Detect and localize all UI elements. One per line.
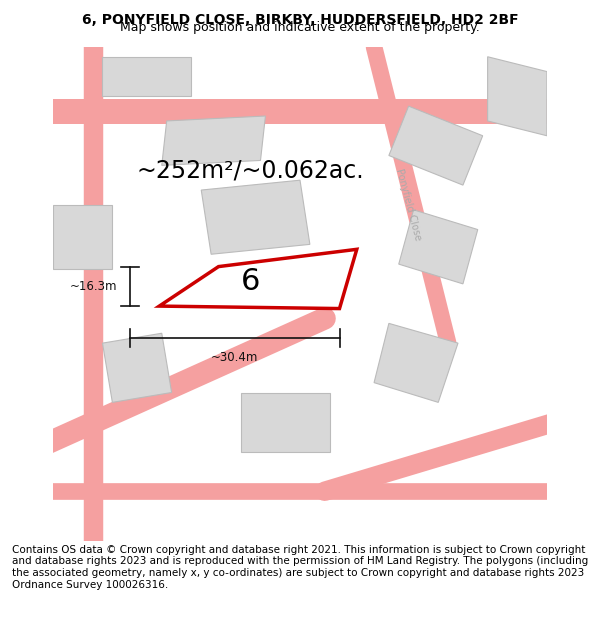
- Text: ~252m²/~0.062ac.: ~252m²/~0.062ac.: [137, 158, 364, 182]
- Text: Contains OS data © Crown copyright and database right 2021. This information is : Contains OS data © Crown copyright and d…: [12, 545, 588, 589]
- Polygon shape: [103, 57, 191, 96]
- Polygon shape: [53, 205, 112, 269]
- Polygon shape: [241, 392, 329, 452]
- Text: Map shows position and indicative extent of the property.: Map shows position and indicative extent…: [120, 21, 480, 34]
- Polygon shape: [159, 249, 357, 309]
- Text: Ponyfield Close: Ponyfield Close: [394, 168, 423, 242]
- Text: 6: 6: [241, 267, 260, 296]
- Text: ~16.3m: ~16.3m: [70, 280, 118, 293]
- Polygon shape: [103, 333, 172, 402]
- Polygon shape: [399, 210, 478, 284]
- Text: 6, PONYFIELD CLOSE, BIRKBY, HUDDERSFIELD, HD2 2BF: 6, PONYFIELD CLOSE, BIRKBY, HUDDERSFIELD…: [82, 13, 518, 27]
- Polygon shape: [389, 106, 482, 185]
- Text: ~30.4m: ~30.4m: [211, 351, 258, 364]
- Polygon shape: [488, 57, 547, 136]
- Polygon shape: [374, 323, 458, 402]
- Polygon shape: [162, 116, 265, 166]
- Polygon shape: [201, 180, 310, 254]
